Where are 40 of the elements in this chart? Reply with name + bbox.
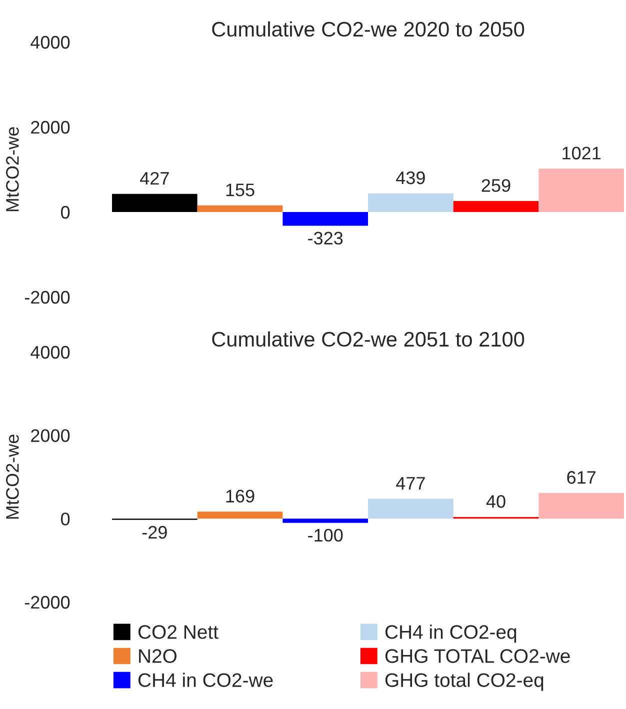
legend-label: CH4 in CO2-we [138,672,273,688]
bar [368,498,454,519]
chart-title: Cumulative CO2-we 2051 to 2100 [212,331,524,347]
bar [453,200,539,212]
y-tick-label: -2000 [24,596,70,609]
bar [197,512,283,519]
data-label: 169 [226,490,254,502]
y-tick-label: 2000 [31,120,70,134]
bar [112,194,198,212]
data-label: 40 [486,495,506,508]
bar [538,492,624,519]
data-label: 155 [226,184,254,196]
data-label: 259 [482,179,510,192]
data-label: 1021 [562,146,601,160]
bar [368,193,454,212]
y-axis-title: MtCO2-we [6,127,19,212]
legend-label: CH4 in CO2-eq [385,624,516,643]
y-tick-label: 2000 [31,429,70,442]
data-label: 439 [396,171,425,184]
y-axis-title: MtCO2-we [6,434,19,519]
y-tick-label: 0 [61,512,70,526]
legend-label: GHG total CO2-eq [385,672,544,691]
y-tick-label: 4000 [30,36,70,49]
data-label: -323 [308,232,343,245]
bar [538,168,624,212]
y-tick-label: 4000 [30,346,70,359]
data-label: -29 [142,526,167,539]
y-tick-label: 0 [61,206,70,219]
legend-label: CO2 Nett [138,625,218,639]
data-label: 477 [396,477,425,490]
bar [197,205,283,212]
y-tick-label: -2000 [24,290,70,304]
bar [282,212,368,226]
data-label: 427 [140,172,169,185]
legend-label: GHG TOTAL CO2-we [385,649,570,663]
data-label: 617 [567,471,596,484]
data-label: -100 [308,528,343,542]
bar [282,518,368,523]
chart-title: Cumulative CO2-we 2020 to 2050 [212,21,524,37]
legend-label: N2O [139,649,177,663]
